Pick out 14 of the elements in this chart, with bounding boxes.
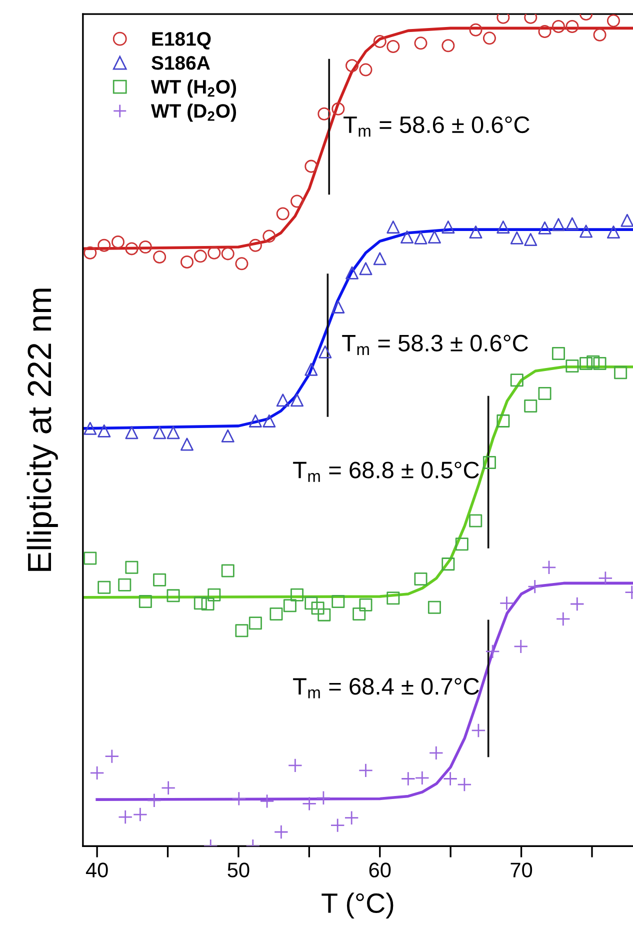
x-tick-label: 40 — [86, 862, 108, 878]
annotation: T$_{m}$ = 58.3 ± 0.6°C — [342, 334, 528, 356]
legend-label: E181Q — [152, 32, 211, 50]
legend-label: WT (H$_{2}$O) — [150, 79, 236, 98]
annotation: T$_{m}$ = 68.8 ± 0.5°C — [293, 462, 479, 482]
annotation: T$_{m}$ = 58.6 ± 0.6°C — [344, 116, 530, 137]
x-tick-label: 50 — [228, 862, 250, 878]
legend-label: WT (D$_{2}$O) — [150, 104, 236, 122]
y-axis-title: Ellipticity at 222 nm — [26, 288, 58, 571]
x-tick-label: 70 — [510, 862, 532, 878]
legend-label: S186A — [152, 56, 210, 70]
x-tick-label: 60 — [369, 862, 391, 878]
annotation: T$_{m}$ = 68.4 ± 0.7°C — [293, 678, 479, 698]
x-axis-title: T (°C) — [322, 892, 394, 919]
